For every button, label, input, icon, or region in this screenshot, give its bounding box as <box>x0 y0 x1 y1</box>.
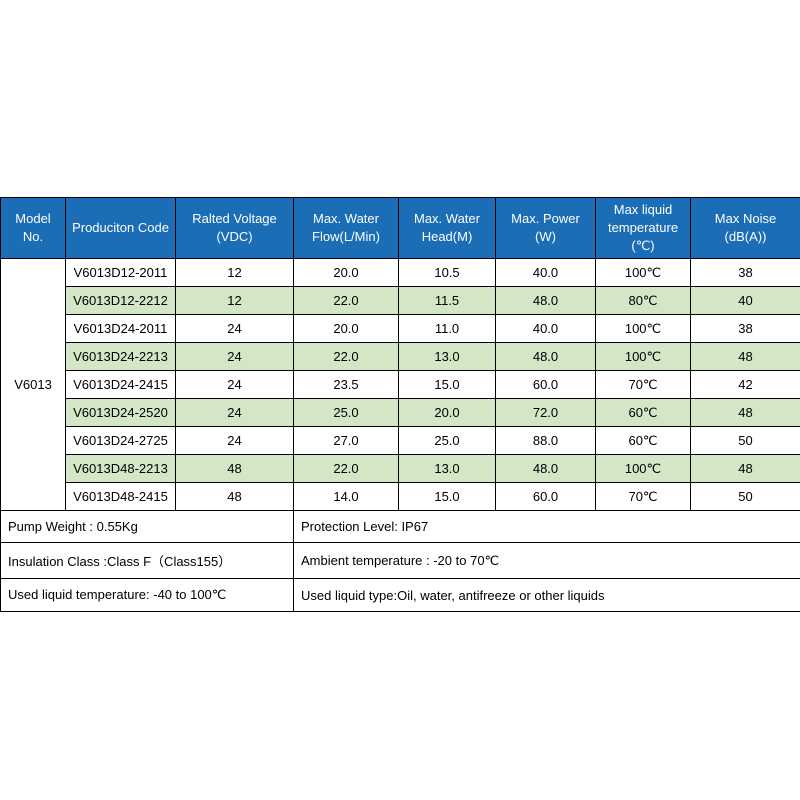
cell-head: 11.0 <box>398 314 496 343</box>
cell-noise: 38 <box>690 314 800 343</box>
cell-code: V6013D12-2011 <box>65 258 176 287</box>
table-header: Model No. Produciton Code Ralted Voltage (VD… <box>0 197 800 259</box>
cell-noise: 48 <box>690 454 800 483</box>
cell-noise: 40 <box>690 286 800 315</box>
table-row: V6013 V6013D12-2011 12 20.0 10.5 40.0 100℃ 38 <box>0 258 800 511</box>
cell-voltage: 24 <box>175 342 294 371</box>
cell-head: 13.0 <box>398 342 496 371</box>
cell-head: 15.0 <box>398 370 496 399</box>
column-header: Max. Water Flow(L/Min) <box>293 197 399 259</box>
cell-power: 60.0 <box>495 370 596 399</box>
cell-voltage: 48 <box>175 482 294 511</box>
cell-voltage: 24 <box>175 398 294 427</box>
cell-code: V6013D12-2212 <box>65 286 176 315</box>
cell-noise: 48 <box>690 342 800 371</box>
page-body: Model No. Produciton Code Ralted Voltage (VD… <box>0 197 800 612</box>
cell-flow: 23.5 <box>293 370 399 399</box>
table-row: V6013D48-2415 48 14.0 15.0 60.0 70℃ 50 <box>1 482 800 511</box>
cell-flow: 22.0 <box>293 286 399 315</box>
cell-noise: 50 <box>690 482 800 511</box>
footer-row: Insulation Class :Class F（Class155） Ambie… <box>0 542 800 579</box>
cell-head: 20.0 <box>398 398 496 427</box>
footer-right-cell: Protection Level: IP67 <box>293 510 800 543</box>
cell-temp: 70℃ <box>595 370 691 399</box>
footer-left-cell: Used liquid temperature: -40 to 100℃ <box>0 578 294 612</box>
header-row: Model No. Produciton Code Ralted Voltage (VD… <box>0 197 800 259</box>
cell-voltage: 12 <box>175 258 294 287</box>
table-body: V6013 V6013D12-2011 12 20.0 10.5 40.0 100℃ 38 V6… <box>0 258 800 511</box>
spec-table: Model No. Produciton Code Ralted Voltage (VD… <box>0 197 800 612</box>
cell-temp: 70℃ <box>595 482 691 511</box>
cell-temp: 100℃ <box>595 258 691 287</box>
table-row: V6013D48-2213 48 22.0 13.0 48.0 100℃ 48 <box>1 454 800 483</box>
table-footer: Pump Weight : 0.55Kg Protection Level: IP… <box>0 510 800 612</box>
table-row: V6013D12-2212 12 22.0 11.5 48.0 80℃ 40 <box>1 286 800 315</box>
cell-noise: 48 <box>690 398 800 427</box>
cell-flow: 22.0 <box>293 454 399 483</box>
cell-head: 15.0 <box>398 482 496 511</box>
cell-temp: 60℃ <box>595 426 691 455</box>
column-header: Max Noise (dB(A)) <box>690 197 800 259</box>
cell-voltage: 12 <box>175 286 294 315</box>
cell-temp: 100℃ <box>595 342 691 371</box>
column-header: Produciton Code <box>65 197 176 259</box>
cell-noise: 42 <box>690 370 800 399</box>
cell-flow: 25.0 <box>293 398 399 427</box>
cell-power: 48.0 <box>495 342 596 371</box>
cell-code: V6013D48-2415 <box>65 482 176 511</box>
cell-head: 13.0 <box>398 454 496 483</box>
cell-flow: 27.0 <box>293 426 399 455</box>
cell-noise: 50 <box>690 426 800 455</box>
cell-power: 72.0 <box>495 398 596 427</box>
column-header: Max liquid temperature (℃) <box>595 197 691 259</box>
table-row: V6013D24-2213 24 22.0 13.0 48.0 100℃ 48 <box>1 342 800 371</box>
cell-voltage: 24 <box>175 314 294 343</box>
column-header: Model No. <box>0 197 66 259</box>
column-header: Max. Power (W) <box>495 197 596 259</box>
table-row: V6013D24-2011 24 20.0 11.0 40.0 100℃ 38 <box>1 314 800 343</box>
table-row: V6013D24-2415 24 23.5 15.0 60.0 70℃ 42 <box>1 370 800 399</box>
footer-row: Used liquid temperature: -40 to 100℃ Used… <box>0 578 800 612</box>
cell-power: 88.0 <box>495 426 596 455</box>
table-row: V6013D24-2520 24 25.0 20.0 72.0 60℃ 48 <box>1 398 800 427</box>
cell-code: V6013D24-2415 <box>65 370 176 399</box>
model-no-cell: V6013 <box>0 258 66 511</box>
cell-temp: 100℃ <box>595 314 691 343</box>
column-header: Ralted Voltage (VDC) <box>175 197 294 259</box>
cell-code: V6013D24-2520 <box>65 398 176 427</box>
cell-code: V6013D24-2213 <box>65 342 176 371</box>
footer-right-cell: Used liquid type:Oil, water, antifreeze … <box>293 578 800 612</box>
footer-right-cell: Ambient temperature : -20 to 70℃ <box>293 542 800 579</box>
cell-voltage: 24 <box>175 370 294 399</box>
cell-power: 48.0 <box>495 286 596 315</box>
cell-head: 10.5 <box>398 258 496 287</box>
cell-power: 48.0 <box>495 454 596 483</box>
cell-temp: 100℃ <box>595 454 691 483</box>
cell-flow: 14.0 <box>293 482 399 511</box>
cell-power: 40.0 <box>495 258 596 287</box>
cell-head: 11.5 <box>398 286 496 315</box>
cell-code: V6013D24-2011 <box>65 314 176 343</box>
footer-left-cell: Insulation Class :Class F（Class155） <box>0 542 294 579</box>
table-row: V6013D24-2725 24 27.0 25.0 88.0 60℃ 50 <box>1 426 800 455</box>
footer-left-cell: Pump Weight : 0.55Kg <box>0 510 294 543</box>
cell-power: 40.0 <box>495 314 596 343</box>
cell-temp: 80℃ <box>595 286 691 315</box>
cell-power: 60.0 <box>495 482 596 511</box>
cell-temp: 60℃ <box>595 398 691 427</box>
cell-voltage: 48 <box>175 454 294 483</box>
cell-noise: 38 <box>690 258 800 287</box>
cell-code: V6013D24-2725 <box>65 426 176 455</box>
cell-head: 25.0 <box>398 426 496 455</box>
cell-flow: 20.0 <box>293 314 399 343</box>
footer-row: Pump Weight : 0.55Kg Protection Level: IP… <box>0 510 800 543</box>
cell-flow: 20.0 <box>293 258 399 287</box>
cell-code: V6013D48-2213 <box>65 454 176 483</box>
column-header: Max. Water Head(M) <box>398 197 496 259</box>
cell-voltage: 24 <box>175 426 294 455</box>
cell-flow: 22.0 <box>293 342 399 371</box>
